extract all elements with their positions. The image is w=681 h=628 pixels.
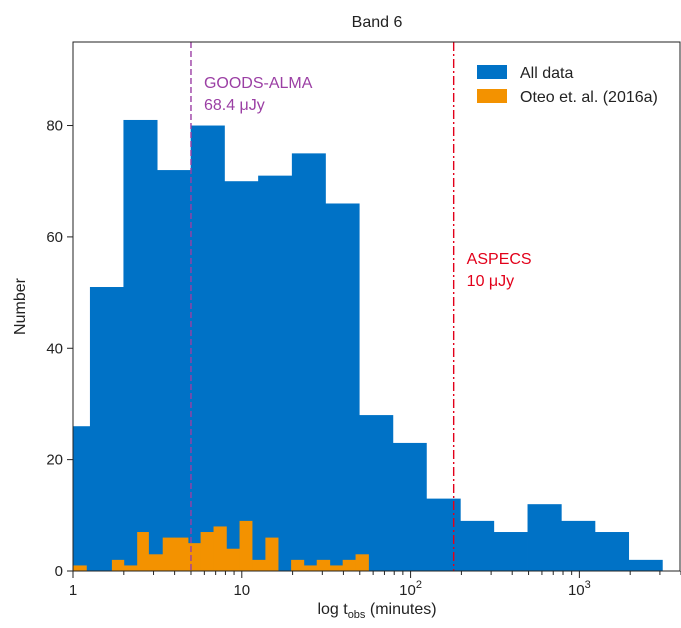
- goods-alma-flux: 68.4 μJy: [204, 97, 265, 114]
- y-tick-label: 40: [46, 340, 63, 357]
- all-data-bar-5: [224, 181, 259, 572]
- oteo-et-al-2016a-bar-13: [239, 520, 253, 571]
- oteo-et-al-2016a-bar-6: [148, 554, 164, 571]
- x-tick-label: 103: [568, 579, 591, 599]
- x-tick-label: 102: [399, 579, 422, 599]
- aspecs-label: ASPECS: [467, 251, 532, 268]
- oteo-et-al-2016a-bar-19: [316, 559, 331, 571]
- all-data-bar-10: [392, 442, 427, 571]
- y-axis-title: Number: [12, 277, 29, 335]
- x-tick-exponent: 3: [585, 579, 591, 591]
- x-tick-exponent: 2: [416, 579, 422, 591]
- all-data-bar-2: [123, 119, 158, 572]
- x-tick-label: 10: [233, 582, 250, 599]
- oteo-et-al-2016a-bar-8: [174, 537, 189, 571]
- oteo-et-al-2016a-bar-3: [111, 559, 125, 571]
- x-axis-title: log tobs (minutes): [317, 601, 436, 621]
- legend-swatch-oteo: [477, 89, 507, 103]
- all-data-bar-13: [493, 532, 528, 571]
- oteo-et-al-2016a-bar-22: [355, 554, 369, 571]
- goods-alma-label: GOODS-ALMA: [204, 75, 313, 92]
- oteo-et-al-2016a-bar-9: [187, 543, 201, 571]
- all-data-bar-3: [157, 170, 192, 572]
- aspecs-annotation: ASPECS 10 μJy: [467, 251, 532, 290]
- y-tick-label: 80: [46, 118, 63, 135]
- oteo-et-al-2016a-bar-14: [252, 559, 266, 571]
- oteo-et-al-2016a-bar-15: [265, 537, 279, 571]
- y-tick-label: 60: [46, 229, 63, 246]
- all-data-bars: [73, 119, 663, 572]
- oteo-et-al-2016a-bar-17: [291, 559, 305, 571]
- y-tick-label: 20: [46, 452, 63, 469]
- x-axis-title-subscript: obs: [348, 609, 366, 621]
- oteo-et-al-2016a-bar-20: [329, 565, 344, 571]
- oteo-et-al-2016a-bar-4: [123, 565, 138, 571]
- oteo-et-al-2016a-bar-18: [303, 565, 318, 571]
- axis-ticks: 0 20 40 60 80 1 10 102 103: [46, 118, 681, 599]
- plot-frame: [72, 41, 681, 572]
- all-data-bar-7: [291, 153, 326, 572]
- aspecs-flux: 10 μJy: [467, 273, 514, 290]
- oteo-et-al-2016a-bar-12: [226, 548, 240, 571]
- all-data-bar-12: [460, 520, 495, 571]
- all-data-bar-1: [89, 287, 124, 571]
- all-data-bar-17: [628, 559, 663, 571]
- all-data-bar-14: [527, 504, 562, 571]
- x-tick-label: 1: [69, 582, 77, 599]
- goods-alma-annotation: GOODS-ALMA 68.4 μJy: [204, 75, 313, 114]
- all-data-bar-11: [426, 498, 461, 571]
- all-data-bar-9: [359, 415, 394, 571]
- x-axis-title-units: (minutes): [365, 601, 436, 618]
- legend-label-all-data: All data: [520, 65, 573, 82]
- all-data-bar-15: [561, 520, 596, 571]
- legend-label-oteo: Oteo et. al. (2016a): [520, 89, 658, 106]
- oteo-et-al-2016a-bar-21: [342, 559, 356, 571]
- legend-swatch-all-data: [477, 65, 507, 79]
- all-data-bar-6: [258, 175, 293, 572]
- oteo-et-al-2016a-bar-5: [137, 532, 149, 571]
- all-data-bar-8: [325, 203, 360, 572]
- oteo-et-al-2016a-bar-10: [200, 532, 214, 571]
- oteo-et-al-2016a-bar-11: [213, 526, 227, 571]
- legend: All data Oteo et. al. (2016a): [477, 65, 658, 106]
- x-axis-title-main: log t: [317, 601, 348, 618]
- y-tick-label: 0: [55, 563, 63, 580]
- all-data-bar-16: [594, 532, 630, 571]
- oteo-et-al-2016a-bar-7: [162, 537, 176, 571]
- reference-lines: [190, 42, 455, 571]
- all-data-bar-0: [73, 426, 91, 571]
- oteo-et-al-2016a-bar-0: [73, 565, 87, 571]
- oteo-bars: [73, 520, 369, 571]
- all-data-bar-4: [190, 125, 225, 572]
- chart-title: Band 6: [352, 14, 403, 31]
